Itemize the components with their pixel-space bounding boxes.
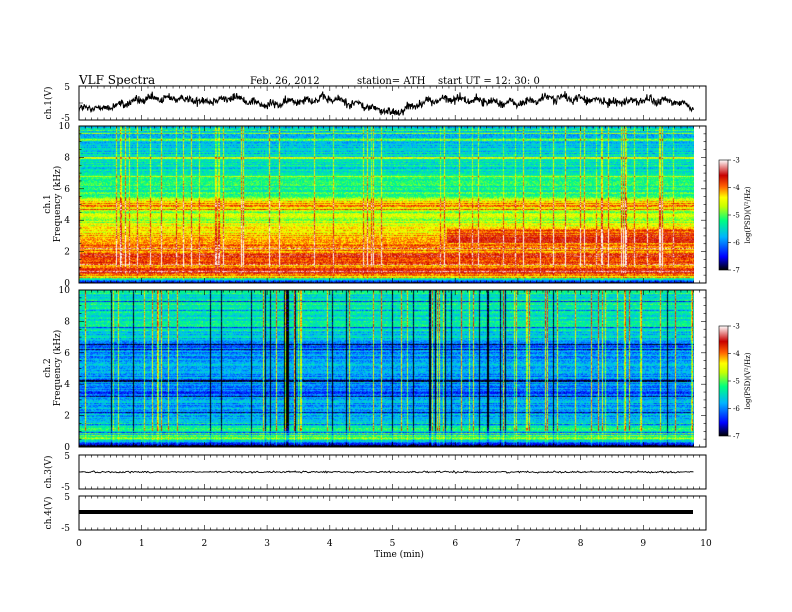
frequency-tick-label: 4 xyxy=(64,380,70,390)
ch2-colorbar-label: log(PSD)(V²/Hz) xyxy=(744,352,752,409)
ch1-spectrogram-channel-label: ch.1 xyxy=(43,194,53,213)
time-tick-label: 8 xyxy=(578,539,584,549)
frequency-tick-label: 0 xyxy=(64,279,70,289)
ch4-waveform-panel: 5 -5 ch.4(V) xyxy=(43,493,707,534)
frequency-tick-label: 6 xyxy=(64,185,70,195)
frequency-tick-label: 2 xyxy=(64,248,70,258)
time-tick-label: 1 xyxy=(139,539,145,549)
ch1-ytick-bottom: -5 xyxy=(61,114,70,124)
figure-title: VLF Spectra xyxy=(78,73,155,87)
ch1-waveform-ticks xyxy=(78,86,707,120)
ch1-spectrogram-panel: 0 2 4 6 8 10 ch.1 Frequency (kHz) xyxy=(43,122,707,289)
ch4-waveform-ticks xyxy=(78,496,707,530)
frequency-tick-label: 8 xyxy=(64,153,70,163)
ch2-spectrogram-canvas-holder xyxy=(79,290,694,447)
colorbar-tick-label: -5 xyxy=(733,378,740,386)
ch1-spectrogram-image xyxy=(79,126,694,283)
colorbar-tick-label: -3 xyxy=(733,157,740,165)
start-time-label: start UT = 12: 30: 0 xyxy=(438,76,540,87)
time-tick-label: 0 xyxy=(76,539,82,549)
ch4-ytick-bottom: -5 xyxy=(61,524,70,534)
ch1-ytick-top: 5 xyxy=(64,83,70,93)
frequency-tick-label: 2 xyxy=(64,412,70,422)
time-tick-label: 2 xyxy=(202,539,208,549)
colorbar-tick-label: -7 xyxy=(733,433,740,441)
ch1-waveform-panel: 5 -5 ch.1(V) xyxy=(43,83,707,124)
colorbar-tick-label: -4 xyxy=(733,184,740,192)
ch1-spectrogram-canvas-holder xyxy=(79,126,694,283)
time-tick-label: 5 xyxy=(390,539,396,549)
ch3-waveform-ylabel: ch.3(V) xyxy=(43,456,54,489)
ch1-frequency-axis-label: Frequency (kHz) xyxy=(52,166,63,243)
ch1-waveform-ylabel: ch.1(V) xyxy=(43,87,54,120)
frequency-tick-label: 0 xyxy=(64,443,70,453)
time-tick-label: 9 xyxy=(640,539,646,549)
ch1-colorbar-ticks: -3 -4 -5 -6 -7 xyxy=(728,157,740,275)
ch1-waveform-line xyxy=(78,91,694,116)
figure-date: Feb. 26, 2012 xyxy=(250,76,320,87)
ch1-colorbar-gradient xyxy=(718,159,729,271)
colorbar-tick-label: -6 xyxy=(733,239,740,247)
ch3-waveform-panel: 5 -5 ch.3(V) xyxy=(43,452,707,493)
station-label: station= ATH xyxy=(357,76,426,87)
frequency-tick-label: 6 xyxy=(64,349,70,359)
time-tick-label: 3 xyxy=(264,539,270,549)
frequency-tick-label: 8 xyxy=(64,317,70,327)
frequency-tick-label: 10 xyxy=(59,286,71,296)
colorbar-tick-label: -4 xyxy=(733,350,740,358)
time-axis-label: Time (min) xyxy=(374,549,424,560)
ch4-waveform-line xyxy=(79,510,693,514)
ch3-waveform-line xyxy=(78,470,694,474)
ch2-spectrogram-yticklabels: 0 2 4 6 8 10 xyxy=(59,286,71,453)
ch2-colorbar-ticks: -3 -4 -5 -6 -7 xyxy=(728,323,740,441)
ch3-ytick-bottom: -5 xyxy=(61,483,70,493)
time-tick-label: 7 xyxy=(515,539,521,549)
ch2-spectrogram-channel-label: ch.2 xyxy=(43,358,53,377)
ch2-colorbar: -3 -4 -5 -6 -7 log(PSD)(V²/Hz) xyxy=(718,323,752,441)
ch4-waveform-ylabel: ch.4(V) xyxy=(43,497,54,530)
colorbar-tick-label: -7 xyxy=(733,267,740,275)
ch2-colorbar-gradient xyxy=(718,325,729,437)
ch1-spectrogram-yticklabels: 0 2 4 6 8 10 xyxy=(59,122,71,289)
ch2-spectrogram-panel: 0 2 4 6 8 10 ch.2 Frequency (kHz) xyxy=(43,286,707,453)
ch4-ytick-top: 5 xyxy=(64,493,70,503)
ch3-ytick-top: 5 xyxy=(64,452,70,462)
ch2-frequency-axis-label: Frequency (kHz) xyxy=(52,330,63,407)
time-tick-label: 4 xyxy=(327,539,333,549)
ch2-spectrogram-image xyxy=(79,290,694,447)
time-axis-ticklabels: 0 1 2 3 4 5 6 7 8 9 10 xyxy=(76,539,712,549)
ch1-colorbar-label: log(PSD)(V²/Hz) xyxy=(744,186,752,243)
time-tick-label: 6 xyxy=(452,539,458,549)
ch3-waveform-ticks xyxy=(78,455,707,489)
ch2-spectrogram-ticks xyxy=(78,289,707,448)
frequency-tick-label: 10 xyxy=(59,122,71,132)
colorbar-tick-label: -3 xyxy=(733,323,740,331)
ch1-spectrogram-ticks xyxy=(78,125,707,284)
frequency-tick-label: 4 xyxy=(64,216,70,226)
time-tick-label: 10 xyxy=(700,539,712,549)
colorbar-tick-label: -6 xyxy=(733,405,740,413)
ch1-colorbar: -3 -4 -5 -6 -7 log(PSD)(V²/Hz) xyxy=(718,157,752,275)
colorbar-tick-label: -5 xyxy=(733,212,740,220)
